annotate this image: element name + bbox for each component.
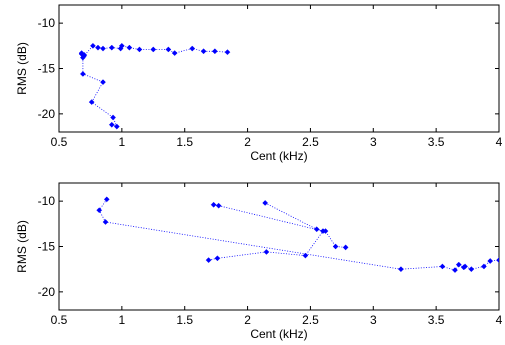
data-point — [150, 46, 157, 53]
x-tick-label: 4 — [496, 313, 503, 327]
y-tick-label: -15 — [38, 62, 56, 76]
data-point — [102, 219, 109, 225]
x-tick-label: 2 — [244, 313, 251, 327]
x-axis-label: Cent (kHz) — [250, 327, 307, 341]
data-point — [108, 44, 115, 51]
data-point — [205, 257, 212, 263]
x-axis-label: Cent (kHz) — [250, 149, 307, 163]
data-point — [262, 200, 269, 206]
x-tick-label: 1 — [119, 313, 126, 327]
data-point — [462, 263, 468, 270]
data-point — [189, 45, 196, 52]
x-tick-label: 0.5 — [51, 135, 68, 149]
chart-top: 0.5 1 1.5 2 2.5 3 3.5 4 -10 -15 -20 Cent (kHz) RMS (… — [15, 4, 503, 163]
series-line — [265, 202, 346, 248]
y-tick-label: -15 — [38, 240, 56, 254]
data-point — [90, 42, 96, 49]
x-tick-label: 2 — [244, 135, 251, 149]
data-point — [100, 79, 106, 85]
x-tick-label: 3.5 — [428, 313, 445, 327]
y-axis-label: RMS (dB) — [15, 42, 29, 95]
chart-bottom: 0.5 1 1.5 2 2.5 3 3.5 4 -10 -15 -20 Cent (kHz) RMS (… — [15, 182, 503, 341]
data-point — [342, 244, 349, 251]
x-tick-label: 2.5 — [302, 135, 319, 149]
data-point — [455, 261, 462, 268]
data-point — [136, 46, 143, 53]
data-point — [452, 267, 458, 273]
data-point — [113, 123, 120, 130]
y-tick-label: -20 — [38, 285, 56, 299]
data-point — [263, 249, 270, 255]
data-point — [468, 266, 475, 273]
x-tick-label: 3.5 — [428, 135, 445, 149]
y-tick-label: -10 — [38, 16, 56, 30]
plot-area — [58, 182, 500, 311]
data-point — [481, 263, 487, 270]
data-point — [398, 266, 404, 273]
data-point — [95, 44, 101, 51]
x-tick-label: 0.5 — [51, 313, 68, 327]
data-point — [110, 114, 116, 121]
plot-area — [58, 4, 500, 133]
data-point — [212, 48, 218, 55]
y-tick-label: -20 — [38, 107, 56, 121]
data-point — [165, 46, 172, 53]
x-tick-label: 1.5 — [176, 313, 193, 327]
y-axis-label: RMS (dB) — [15, 220, 29, 273]
data-point — [118, 42, 125, 49]
data-point — [224, 49, 231, 56]
data-point — [332, 243, 339, 250]
x-tick-label: 2.5 — [302, 313, 319, 327]
data-point — [108, 121, 115, 128]
x-tick-label: 4 — [496, 135, 503, 149]
data-point — [103, 196, 110, 203]
data-point — [88, 99, 95, 105]
data-point — [171, 50, 178, 56]
x-tick-label: 1.5 — [176, 135, 193, 149]
data-point — [214, 255, 221, 262]
data-point — [126, 44, 133, 51]
data-point — [313, 226, 320, 233]
y-tick-label: -10 — [38, 194, 56, 208]
data-point — [496, 257, 499, 263]
data-point — [215, 202, 222, 209]
data-point — [302, 252, 309, 259]
data-point — [80, 71, 86, 77]
data-point — [81, 52, 88, 59]
series-line — [80, 45, 228, 128]
x-tick-label: 3 — [370, 313, 377, 327]
data-point — [439, 263, 446, 270]
data-point — [320, 228, 326, 234]
data-layer — [78, 42, 231, 130]
data-layer — [96, 196, 499, 273]
data-point — [210, 201, 217, 208]
data-point — [200, 48, 207, 55]
x-tick-label: 3 — [370, 135, 377, 149]
data-point — [96, 207, 103, 214]
x-tick-label: 1 — [119, 135, 126, 149]
data-point — [100, 45, 106, 52]
data-point — [487, 258, 494, 264]
